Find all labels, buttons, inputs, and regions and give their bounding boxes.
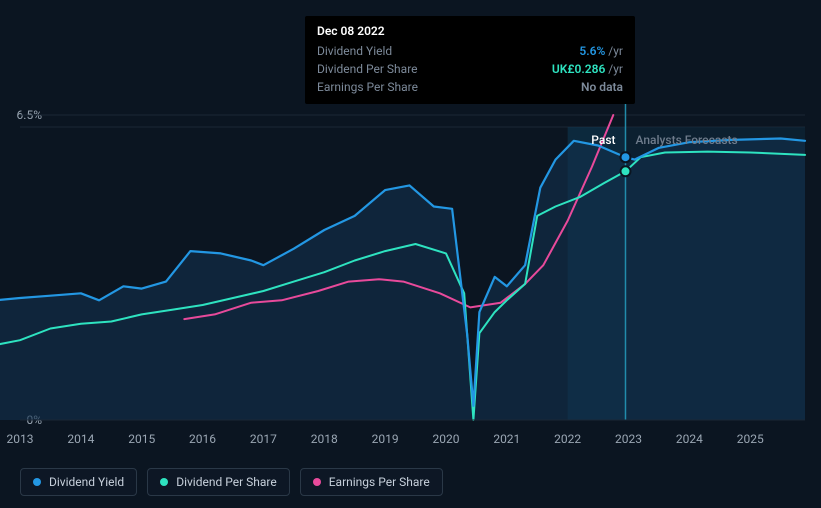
legend-dot-icon bbox=[313, 478, 321, 486]
x-axis-label: 2015 bbox=[128, 432, 155, 446]
tooltip-row-value: UK£0.286 /yr bbox=[552, 62, 623, 76]
tooltip-row-value: No data bbox=[581, 80, 623, 94]
tooltip-row: Dividend Per Share UK£0.286 /yr bbox=[317, 60, 623, 78]
legend-label: Earnings Per Share bbox=[329, 475, 430, 489]
legend-label: Dividend Per Share bbox=[176, 475, 277, 489]
tooltip-row-value: 5.6% /yr bbox=[579, 44, 623, 58]
x-axis-label: 2020 bbox=[432, 432, 459, 446]
legend-item-dividend-per-share[interactable]: Dividend Per Share bbox=[147, 468, 290, 496]
x-axis-label: 2022 bbox=[554, 432, 581, 446]
legend-label: Dividend Yield bbox=[49, 475, 124, 489]
tooltip-row: Dividend Yield 5.6% /yr bbox=[317, 42, 623, 60]
legend-dot-icon bbox=[33, 478, 41, 486]
tooltip-date: Dec 08 2022 bbox=[317, 24, 623, 38]
chart-legend: Dividend Yield Dividend Per Share Earnings… bbox=[20, 468, 443, 496]
legend-item-dividend-yield[interactable]: Dividend Yield bbox=[20, 468, 137, 496]
chart-tooltip: Dec 08 2022 Dividend Yield5.6% /yrDivide… bbox=[305, 16, 635, 104]
x-axis-label: 2017 bbox=[250, 432, 277, 446]
tooltip-row-label: Earnings Per Share bbox=[317, 80, 418, 94]
x-axis-label: 2021 bbox=[493, 432, 520, 446]
tooltip-row: Earnings Per Share No data bbox=[317, 78, 623, 96]
x-axis-label: 2016 bbox=[189, 432, 216, 446]
x-axis-label: 2014 bbox=[67, 432, 94, 446]
tooltip-row-label: Dividend Yield bbox=[317, 44, 392, 58]
dividend-chart: Dec 08 2022 Dividend Yield5.6% /yrDivide… bbox=[0, 0, 821, 508]
hover-point bbox=[620, 166, 630, 176]
hover-point bbox=[620, 152, 630, 162]
x-axis-label: 2018 bbox=[311, 432, 338, 446]
tooltip-row-label: Dividend Per Share bbox=[317, 62, 418, 76]
legend-dot-icon bbox=[160, 478, 168, 486]
x-axis-label: 2025 bbox=[737, 432, 764, 446]
x-axis-label: 2023 bbox=[615, 432, 642, 446]
region-label-future: Analysts Forecasts bbox=[635, 133, 737, 147]
x-axis-label: 2024 bbox=[676, 432, 703, 446]
region-label-past: Past bbox=[591, 133, 615, 147]
x-axis-label: 2019 bbox=[372, 432, 399, 446]
legend-item-earnings-per-share[interactable]: Earnings Per Share bbox=[300, 468, 443, 496]
x-axis-label: 2013 bbox=[7, 432, 34, 446]
